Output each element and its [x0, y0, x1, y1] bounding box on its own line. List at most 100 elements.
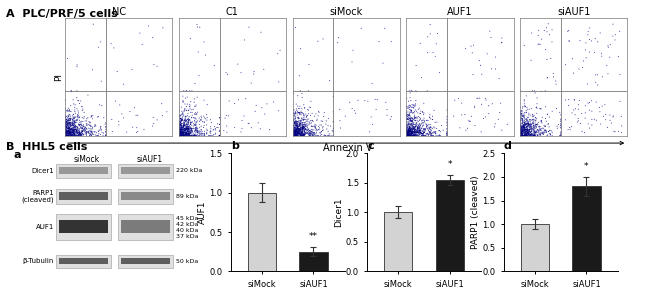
- Point: [403, 133, 413, 138]
- Point: [408, 127, 418, 131]
- Point: [194, 73, 204, 78]
- Point: [287, 133, 298, 138]
- Point: [410, 115, 421, 120]
- Point: [292, 124, 302, 128]
- Point: [450, 98, 460, 103]
- Point: [517, 128, 527, 133]
- Point: [525, 127, 535, 132]
- Point: [176, 133, 187, 138]
- Point: [176, 128, 186, 132]
- Point: [181, 127, 191, 132]
- Point: [524, 131, 534, 136]
- Point: [535, 124, 545, 129]
- Point: [530, 91, 540, 95]
- Point: [66, 129, 76, 133]
- Point: [133, 113, 143, 118]
- Point: [412, 129, 423, 134]
- Point: [79, 116, 89, 121]
- Point: [402, 130, 413, 135]
- Point: [567, 56, 578, 61]
- Point: [528, 123, 539, 127]
- Point: [214, 122, 225, 127]
- Point: [411, 63, 421, 68]
- Point: [520, 127, 530, 132]
- Point: [556, 121, 566, 126]
- Point: [515, 129, 526, 134]
- Point: [64, 123, 75, 128]
- Point: [515, 122, 525, 127]
- Point: [61, 132, 72, 136]
- Point: [401, 124, 411, 129]
- Point: [411, 115, 422, 119]
- Point: [519, 120, 530, 125]
- Point: [405, 131, 415, 136]
- Point: [290, 127, 300, 132]
- Point: [186, 129, 196, 134]
- Point: [177, 125, 187, 130]
- Point: [409, 111, 419, 115]
- Point: [530, 133, 540, 138]
- Point: [415, 111, 426, 116]
- Point: [60, 123, 70, 128]
- Point: [174, 115, 184, 120]
- Point: [560, 117, 571, 122]
- Point: [65, 129, 75, 134]
- Point: [177, 129, 188, 134]
- Point: [404, 126, 415, 131]
- Point: [404, 129, 414, 134]
- Point: [183, 132, 194, 137]
- Point: [64, 131, 74, 136]
- Point: [63, 126, 73, 131]
- Point: [176, 133, 186, 137]
- Point: [583, 29, 593, 34]
- Point: [287, 132, 298, 136]
- Point: [301, 127, 311, 132]
- Point: [68, 120, 78, 124]
- Point: [177, 129, 188, 134]
- Point: [518, 124, 528, 129]
- Point: [290, 132, 300, 136]
- Point: [522, 107, 532, 112]
- Point: [401, 126, 411, 130]
- Point: [402, 130, 413, 134]
- Point: [158, 25, 168, 30]
- Point: [60, 131, 70, 135]
- Point: [410, 116, 420, 121]
- Point: [289, 131, 300, 136]
- Point: [421, 118, 432, 123]
- Point: [72, 114, 83, 119]
- Point: [176, 129, 187, 133]
- Point: [412, 126, 423, 131]
- Point: [68, 126, 78, 131]
- Point: [125, 109, 135, 114]
- Point: [191, 120, 202, 125]
- Point: [191, 125, 202, 130]
- Point: [296, 112, 306, 117]
- Point: [515, 128, 526, 132]
- Point: [65, 130, 75, 135]
- Point: [404, 130, 415, 134]
- Point: [408, 126, 419, 130]
- Point: [515, 111, 526, 116]
- Point: [177, 133, 188, 138]
- Point: [205, 130, 215, 134]
- Point: [317, 119, 328, 124]
- Point: [60, 128, 70, 133]
- Point: [177, 130, 187, 135]
- Point: [177, 130, 187, 134]
- Point: [517, 117, 528, 122]
- Point: [61, 128, 72, 132]
- Point: [406, 132, 417, 137]
- Point: [293, 130, 304, 135]
- Point: [410, 115, 421, 120]
- Point: [526, 106, 536, 111]
- Point: [175, 123, 185, 127]
- Point: [415, 128, 425, 133]
- Point: [304, 130, 314, 134]
- Point: [547, 27, 557, 32]
- Point: [522, 120, 532, 124]
- Point: [296, 129, 306, 133]
- Point: [190, 130, 201, 135]
- Point: [289, 133, 300, 137]
- Point: [411, 124, 421, 129]
